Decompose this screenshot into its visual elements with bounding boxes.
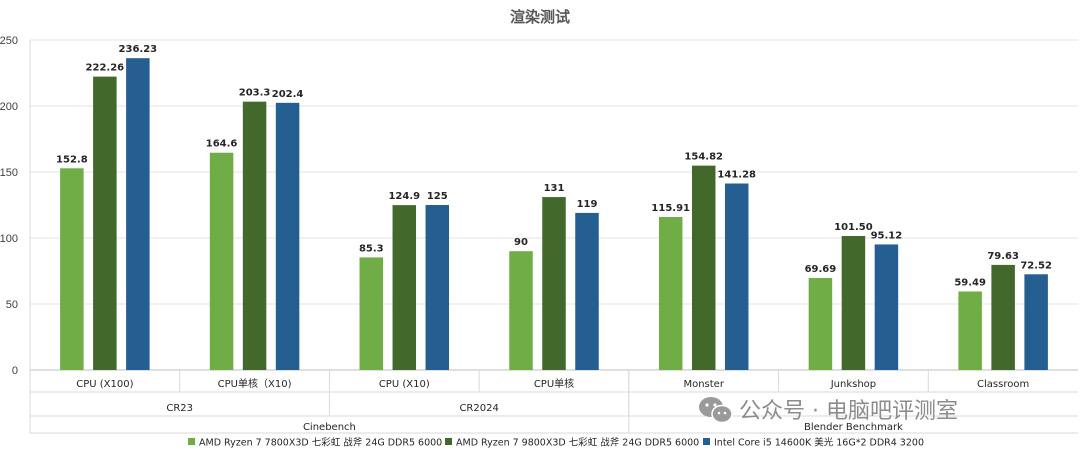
category-label: CPU (X10) [379,379,430,390]
data-label: 154.82 [684,152,723,163]
data-label: 164.6 [206,139,238,150]
y-tick-label: 0 [12,365,18,377]
data-label: 124.9 [388,191,420,202]
bar [874,244,899,370]
watermark: 公众号 · 电脑吧评测室 [699,397,958,424]
bar [575,212,599,370]
data-label: 59.49 [954,277,986,288]
data-label: 119 [577,199,598,210]
data-label: 202.4 [272,89,304,100]
bar [392,205,417,370]
data-label: 115.91 [651,203,690,214]
bar [1024,274,1048,370]
bar [958,291,982,370]
bar [275,102,300,370]
bar [126,58,150,371]
legend-swatch [703,438,710,445]
group-label: Cinebench [303,422,356,433]
axes: 0 50 100 150 200 250 CPU (X100) CPU单核（X10) CPU (… [0,35,1078,434]
data-label: 79.63 [987,251,1019,262]
bar [691,165,716,370]
legend: AMD Ryzen 7 7800X3D 七彩虹 战斧 24G DDR5 6000… [188,437,924,449]
category-label: CPU单核 [534,377,574,390]
y-tick-label: 200 [0,101,18,113]
subgroup-label: CR2024 [459,403,498,414]
bar [359,257,384,370]
bar [93,76,117,371]
bar [808,278,833,370]
data-label: 85.3 [359,243,384,254]
group-label: Blender Benchmark [804,422,903,433]
wechat-icon [699,397,733,424]
y-tick-label: 50 [6,299,18,311]
legend-label: AMD Ryzen 7 7800X3D 七彩虹 战斧 24G DDR5 6000 [199,437,442,449]
bar [991,264,1015,370]
data-label: 141.28 [717,170,756,181]
data-label: 125 [427,191,448,202]
bar [209,152,234,370]
category-label: CPU (X100) [76,379,133,390]
bar [242,101,267,371]
bar [658,216,683,370]
data-label: 236.23 [119,44,158,55]
y-tick-label: 250 [0,35,18,47]
bar [841,236,866,370]
category-label: CPU单核（X10) [218,377,292,390]
subgroup-label: CR23 [166,403,193,414]
data-label: 95.12 [871,230,903,241]
bar [60,168,84,370]
legend-label: AMD Ryzen 7 9800X3D 七彩虹 战斧 24G DDR5 6000 [456,437,699,449]
legend-swatch [188,438,195,445]
legend-label: Intel Core i5 14600K 美光 16G*2 DDR4 3200 [714,437,924,449]
data-label: 101.50 [834,222,873,233]
y-tick-label: 100 [0,233,18,245]
category-label: Classroom [977,379,1029,390]
watermark-text: 公众号 · 电脑吧评测室 [739,399,958,424]
category-label: Monster [683,379,724,390]
data-labels: 152.8 164.6 85.3 90 115.91 69.69 59.49 222.26 20… [56,44,1052,288]
legend-swatch [445,438,452,445]
category-label: Junkshop [830,379,876,390]
data-label: 72.52 [1020,260,1052,271]
data-label: 152.8 [56,154,88,165]
bar [509,251,533,370]
data-label: 131 [544,183,565,194]
chart-title: 渲染测试 [510,8,570,26]
bars [60,58,1048,371]
data-label: 203.3 [239,88,271,99]
data-label: 69.69 [805,264,837,275]
bar [724,183,749,370]
data-label: 90 [514,237,528,248]
data-label: 222.26 [86,63,125,74]
bar [542,197,566,370]
y-tick-label: 150 [0,167,18,179]
bar [425,205,450,370]
